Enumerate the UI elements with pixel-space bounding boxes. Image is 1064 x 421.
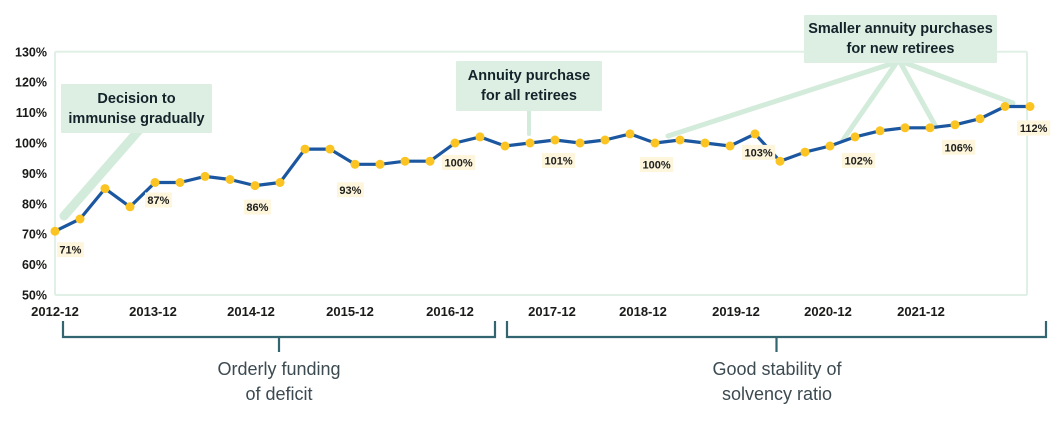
data-label: 86% (246, 202, 268, 214)
data-point-marker (775, 156, 785, 166)
data-point-marker (375, 159, 385, 169)
x-tick-label: 2013-12 (129, 304, 177, 319)
data-point-marker (625, 129, 635, 139)
data-label: 71% (59, 245, 81, 257)
x-tick-label: 2018-12 (619, 304, 667, 319)
data-point-marker (150, 178, 160, 187)
data-point-marker (250, 181, 260, 191)
data-point-marker (300, 144, 310, 154)
data-point-marker (450, 138, 460, 148)
callout-smaller-annuity-purchases: Smaller annuity purchases for new retire… (804, 15, 997, 63)
connector-smaller-1 (665, 59, 900, 139)
data-label: 103% (745, 147, 773, 159)
x-tick-label: 2015-12 (326, 304, 374, 319)
connector-smaller-4 (900, 59, 1016, 106)
data-label-bg (442, 155, 476, 170)
data-point-marker (275, 178, 285, 187)
data-point-marker (900, 123, 910, 133)
data-label-bg (57, 242, 84, 258)
data-point-marker (600, 135, 610, 145)
data-label-bg (640, 157, 674, 172)
connector-decision (59, 124, 145, 221)
x-tick-label: 2016-12 (426, 304, 474, 319)
data-label-bg (145, 192, 172, 208)
y-tick-label: 50% (22, 289, 47, 303)
data-point-marker (100, 184, 110, 194)
data-point-marker (850, 132, 860, 142)
data-point-marker (750, 129, 760, 139)
data-point-marker (475, 132, 485, 142)
bracket-label-good-stability: Good stability of solvency ratio (712, 359, 842, 404)
bracket-orderly-funding (61, 321, 497, 352)
data-label: 87% (147, 195, 169, 207)
data-label: 101% (545, 155, 573, 167)
solvency-ratio-line (53, 104, 1032, 233)
data-point-marker (525, 138, 535, 148)
y-tick-label: 110% (16, 106, 47, 120)
x-tick-label: 2020-12 (804, 304, 852, 319)
data-label: 112% (1020, 123, 1048, 135)
data-point-marker (650, 138, 660, 148)
x-tick-label: 2021-12 (897, 304, 945, 319)
data-point-marker (50, 226, 60, 236)
x-tick-label: 2019-12 (712, 304, 760, 319)
data-point-marker (925, 123, 935, 133)
data-point-marker (500, 141, 510, 151)
data-point-marker (75, 214, 85, 224)
y-tick-label: 130% (15, 45, 47, 59)
connector-smaller-2 (840, 59, 900, 143)
data-point-marker (1025, 102, 1035, 111)
data-point-marker (675, 135, 685, 145)
callout-annuity-purchase-all-retirees: Annuity purchase for all retirees (456, 61, 602, 111)
y-tick-label: 100% (15, 137, 47, 151)
data-point-marker (975, 114, 985, 124)
data-point-marker (700, 138, 710, 148)
data-point-marker (325, 144, 335, 154)
data-label-bg (742, 144, 776, 160)
data-label-bg (842, 152, 876, 168)
data-point-marker (825, 141, 835, 151)
data-point-marker (350, 159, 360, 169)
bracket-label-orderly-funding: Orderly funding of deficit (217, 359, 341, 404)
data-point-marker (875, 126, 885, 136)
data-point-marker (800, 147, 810, 157)
x-tick-label: 2012-12 (31, 304, 79, 319)
data-point-marker (425, 156, 435, 166)
data-point-marker (1000, 102, 1010, 111)
data-point-marker (175, 178, 185, 187)
connector-smaller-3 (897, 59, 939, 130)
data-label: 93% (339, 185, 361, 197)
y-tick-label: 90% (22, 167, 47, 181)
data-label: 102% (845, 155, 873, 167)
y-tick-label: 60% (22, 258, 47, 272)
x-tick-label: 2017-12 (528, 304, 576, 319)
data-point-marker (400, 156, 410, 166)
data-label-bg (542, 152, 576, 168)
y-tick-label: 120% (15, 76, 47, 90)
data-point-marker (550, 135, 560, 145)
data-point-marker (125, 202, 135, 212)
data-point-marker (725, 141, 735, 151)
data-label-bg (1017, 120, 1051, 136)
data-label: 100% (643, 160, 671, 172)
data-label: 106% (945, 142, 973, 154)
data-point-marker (950, 120, 960, 130)
data-point-marker (575, 138, 585, 148)
bracket-good-stability (505, 321, 1048, 352)
x-tick-label: 2014-12 (227, 304, 275, 319)
data-label-bg (244, 199, 271, 215)
callout-decision-immunise: Decision to immunise gradually (61, 84, 212, 133)
data-label: 100% (445, 158, 473, 170)
y-tick-label: 70% (22, 228, 47, 242)
data-label-bg (337, 182, 364, 198)
data-point-marker (200, 171, 210, 181)
y-tick-label: 80% (22, 197, 47, 211)
data-label-bg (942, 139, 976, 155)
data-point-marker (225, 175, 235, 184)
